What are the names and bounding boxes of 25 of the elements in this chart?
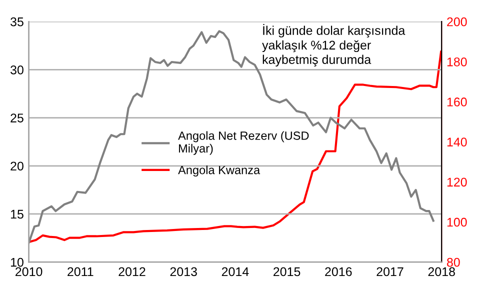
x-tick-label: 2017 (376, 267, 404, 276)
x-tick-label: 2012 (118, 267, 146, 276)
y-tick-label: 30 (10, 65, 24, 74)
annotation: İki günde dolar karşısında yaklaşık %12 değer kaybetmiş durumda (262, 24, 406, 67)
x-tick-label: 2018 (428, 267, 455, 276)
y2-tick-label: 160 (447, 98, 467, 106)
x-tick-label: 2016 (325, 267, 352, 276)
y-tick-label: 35 (10, 17, 24, 26)
y-tick-label: 25 (10, 114, 24, 122)
y2-tick-label: 120 (447, 178, 467, 187)
y-tick-label: 10 (10, 258, 24, 267)
y2-tick-label: 80 (447, 258, 460, 267)
x-tick-label: 2010 (16, 267, 42, 276)
x-tick-label: 2015 (274, 267, 300, 276)
y-tick-label: 20 (10, 162, 24, 171)
y2-tick-label: 140 (447, 138, 467, 146)
y2-tick-label: 180 (447, 57, 467, 66)
legend-label: Angola Kwanza (178, 166, 260, 177)
x-tick-label: 2011 (68, 267, 94, 276)
y2-tick-label: 100 (447, 218, 467, 227)
x-tick-label: 2013 (170, 267, 197, 276)
y-tick-label: 15 (10, 210, 24, 219)
x-tick-label: 2014 (222, 267, 249, 276)
y2-tick-label: 200 (447, 17, 467, 26)
legend-label: Angola Net Rezerv (USD Milyar) (178, 131, 309, 155)
